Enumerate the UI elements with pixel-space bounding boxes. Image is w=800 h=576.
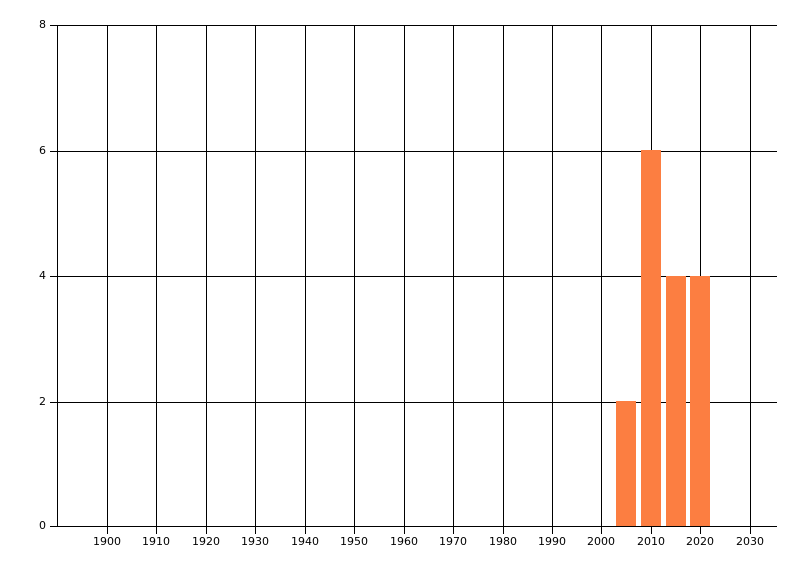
x-tick-label-1940: 1940: [291, 535, 319, 548]
x-axis-line: [50, 526, 777, 527]
x-tick-1940: [305, 527, 306, 534]
x-tick-label-2030: 2030: [736, 535, 764, 548]
x-tick-1960: [404, 527, 405, 534]
x-tick-label-2020: 2020: [686, 535, 714, 548]
x-tick-2020: [700, 527, 701, 534]
bar-2010: [641, 150, 661, 527]
bar-2015: [666, 276, 686, 527]
x-tick-1980: [503, 527, 504, 534]
x-tick-label-1980: 1980: [489, 535, 517, 548]
x-tick-label-2000: 2000: [587, 535, 615, 548]
x-tick-1970: [453, 527, 454, 534]
x-tick-2010: [651, 527, 652, 534]
y-tick-label-4: 4: [39, 269, 46, 282]
bar-2005: [616, 401, 636, 527]
y-tick-label-0: 0: [39, 519, 46, 532]
x-tick-label-1930: 1930: [241, 535, 269, 548]
x-tick-1900: [107, 527, 108, 534]
x-tick-2000: [601, 527, 602, 534]
y-tick-label-2: 2: [39, 395, 46, 408]
y-gridline-8: [50, 25, 777, 26]
x-tick-label-2010: 2010: [637, 535, 665, 548]
x-tick-label-1960: 1960: [390, 535, 418, 548]
x-tick-1910: [156, 527, 157, 534]
plot-area: [50, 25, 777, 527]
x-tick-label-1990: 1990: [538, 535, 566, 548]
x-tick-1950: [354, 527, 355, 534]
bar-2020: [690, 276, 710, 527]
x-tick-label-1970: 1970: [439, 535, 467, 548]
y-gridline-4: [50, 276, 777, 277]
x-tick-1990: [552, 527, 553, 534]
x-tick-1930: [255, 527, 256, 534]
x-tick-label-1900: 1900: [93, 535, 121, 548]
x-tick-label-1910: 1910: [142, 535, 170, 548]
x-tick-1920: [206, 527, 207, 534]
x-tick-label-1920: 1920: [192, 535, 220, 548]
x-tick-label-1950: 1950: [340, 535, 368, 548]
y-gridline-6: [50, 151, 777, 152]
y-tick-label-6: 6: [39, 144, 46, 157]
y-tick-label-8: 8: [39, 18, 46, 31]
y-gridline-2: [50, 402, 777, 403]
x-tick-2030: [750, 527, 751, 534]
